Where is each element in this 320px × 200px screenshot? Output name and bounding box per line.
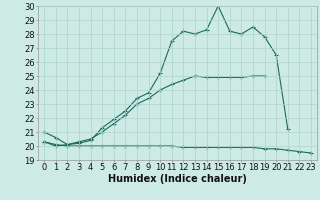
X-axis label: Humidex (Indice chaleur): Humidex (Indice chaleur) [108, 174, 247, 184]
